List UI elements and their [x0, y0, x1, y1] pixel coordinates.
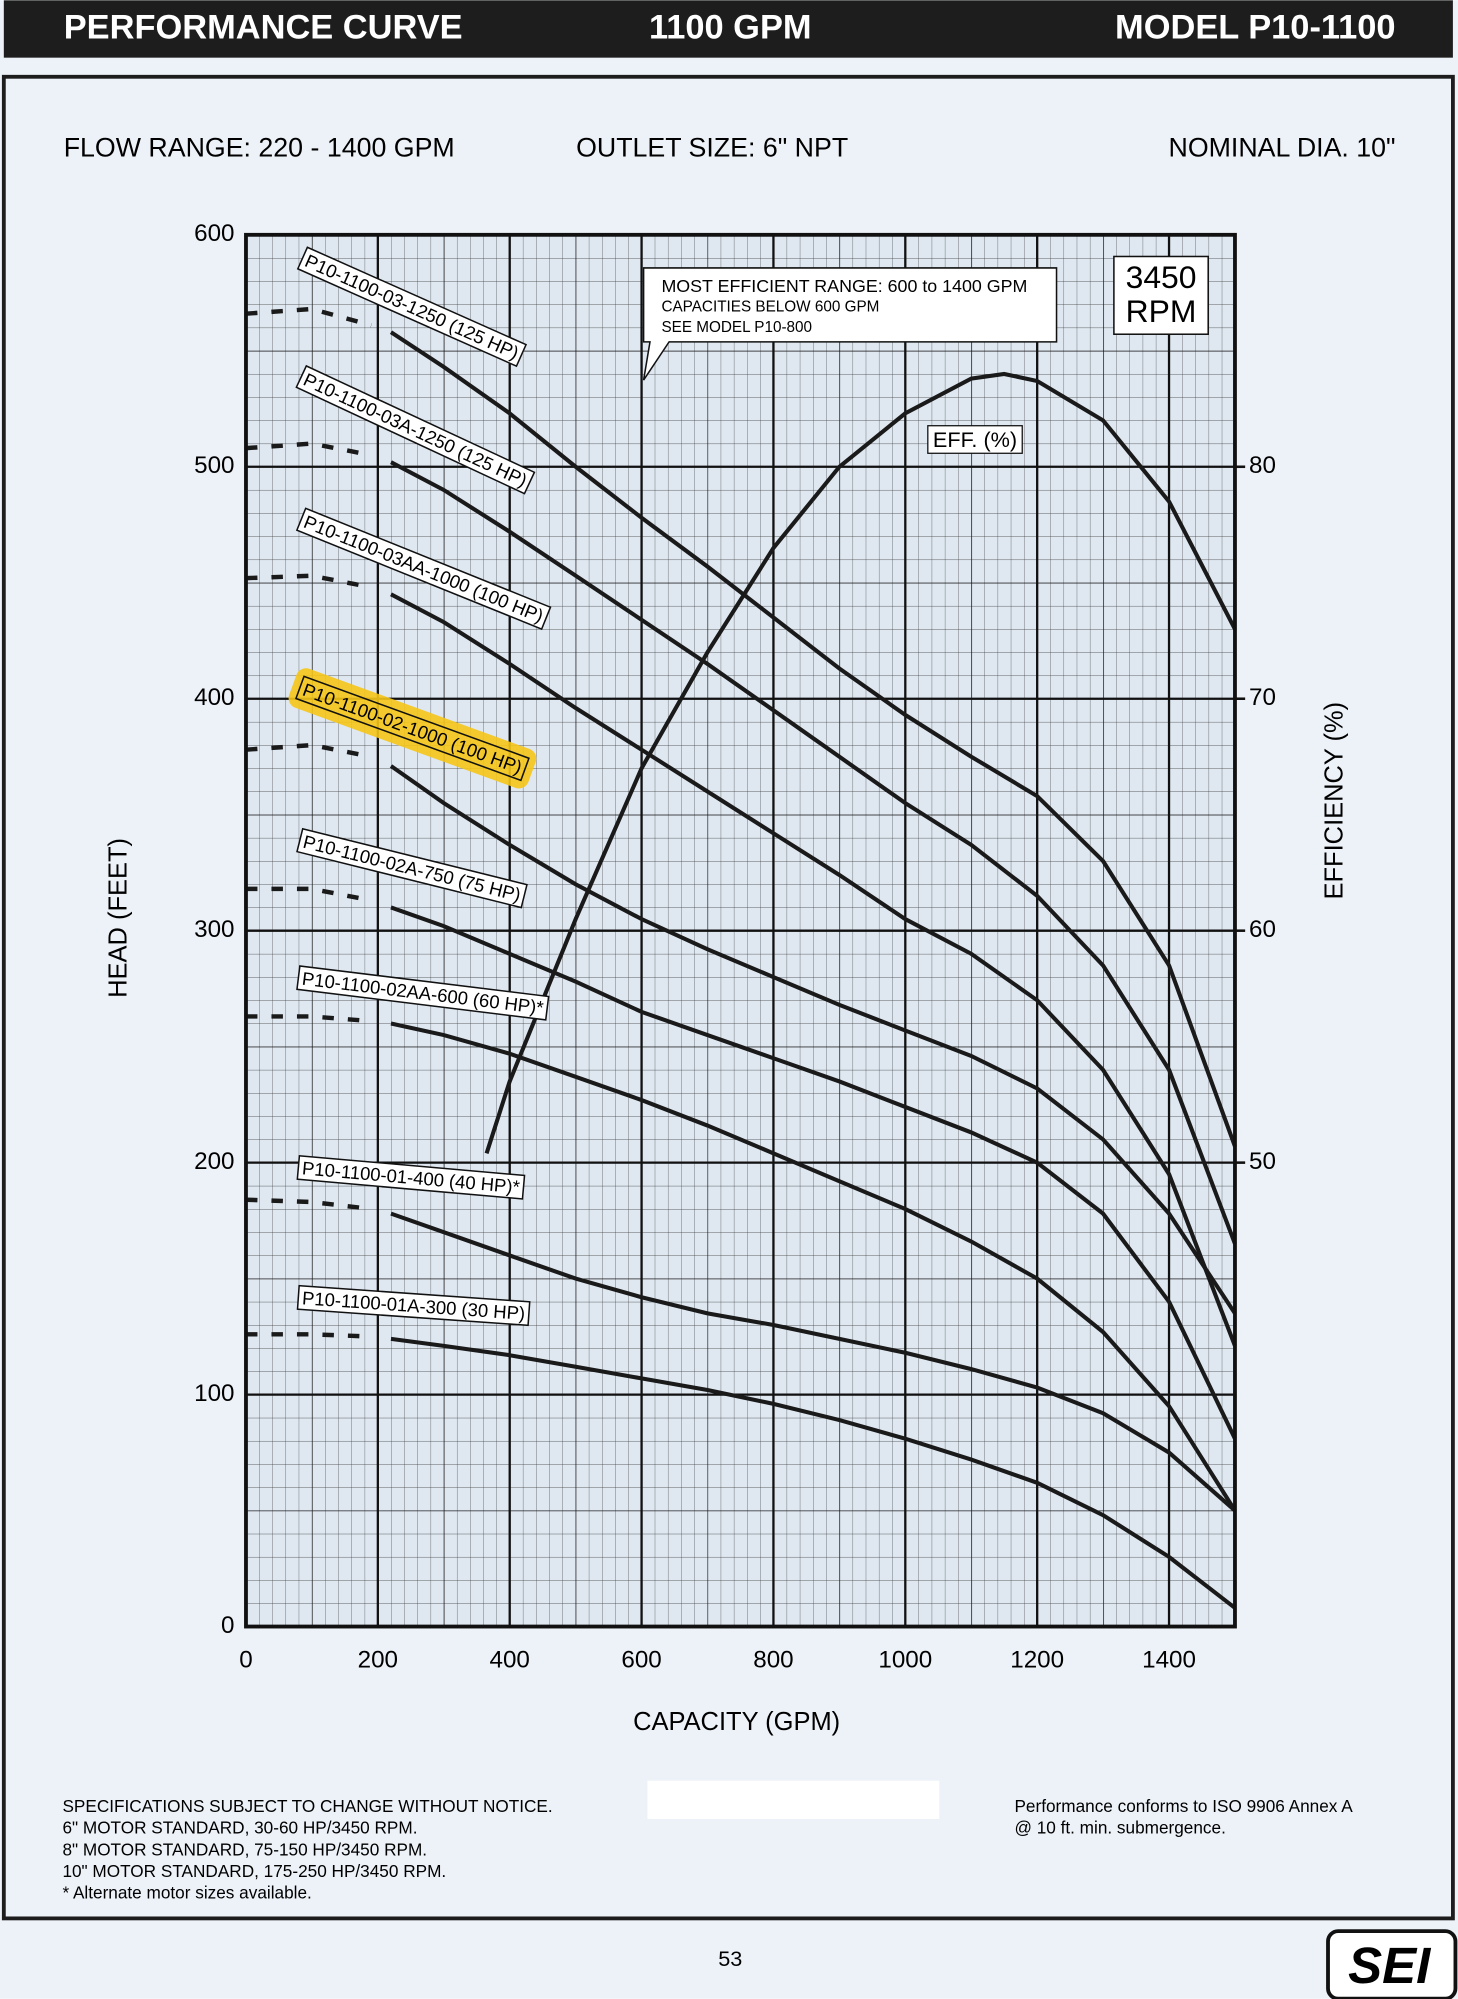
efficiency-label-box [927, 425, 1023, 454]
x-tick-label: 1200 [1010, 1646, 1064, 1673]
iso-note: Performance conforms to ISO 9906 Annex A [1014, 1796, 1353, 1816]
header-title: PERFORMANCE CURVE [64, 9, 463, 47]
head-curve [390, 592, 1237, 1347]
footer-note: 6" MOTOR STANDARD, 30-60 HP/3450 RPM. [62, 1818, 417, 1838]
y-tick-label: 200 [194, 1148, 234, 1175]
footer-note: * Alternate motor sizes available. [62, 1883, 311, 1903]
speed-text: 3450 [1126, 259, 1197, 295]
head-curve [389, 330, 1237, 1148]
curve-label-box [295, 507, 552, 631]
y2-tick-label: 60 [1249, 916, 1276, 943]
y-axis-label: HEAD (FEET) [105, 838, 133, 998]
footer-note: SPECIFICATIONS SUBJECT TO CHANGE WITHOUT… [62, 1796, 552, 1816]
curve-label-box [296, 246, 528, 368]
y-tick-label: 600 [194, 220, 234, 247]
footer: SPECIFICATIONS SUBJECT TO CHANGE WITHOUT… [62, 1796, 1353, 1903]
footer-note: 8" MOTOR STANDARD, 75-150 HP/3450 RPM. [62, 1839, 427, 1859]
head-curve [390, 905, 1237, 1440]
outlet-size: OUTLET SIZE: 6" NPT [576, 132, 848, 162]
head-curve [390, 1211, 1237, 1513]
curve-label-box [296, 1284, 531, 1327]
curve-label-box [296, 1154, 526, 1200]
logo: SEI [1348, 1937, 1432, 1994]
x-axis-label: CAPACITY (GPM) [633, 1708, 840, 1736]
head-curve-shutoff [245, 742, 372, 759]
head-curve [390, 460, 1237, 1245]
plot-border [244, 232, 1237, 1629]
x-tick-label: 600 [621, 1646, 661, 1673]
efficiency-label: EFF. (%) [933, 427, 1017, 452]
speed-box [1113, 255, 1209, 335]
curve-label-box [294, 675, 530, 782]
y-tick-label: 100 [194, 1380, 234, 1407]
nominal-dia: NOMINAL DIA. 10" [1169, 132, 1396, 162]
annotation-box [642, 267, 1058, 381]
x-tick-label: 800 [753, 1646, 793, 1673]
x-tick-label: 200 [358, 1646, 398, 1673]
head-curve-shutoff [245, 441, 372, 458]
page-number: 53 [718, 1946, 742, 1971]
blank-box [647, 1780, 940, 1819]
header-flow: 1100 GPM [649, 9, 812, 47]
annotation-line: MOST EFFICIENT RANGE: 600 to 1400 GPM [661, 276, 1027, 296]
head-curve-shutoff [245, 1197, 372, 1212]
x-tick-label: 1000 [878, 1646, 932, 1673]
x-tick-label: 1400 [1142, 1646, 1196, 1673]
head-curve-shutoff [245, 1332, 372, 1339]
y-tick-label: 300 [194, 916, 234, 943]
frame [1, 74, 1455, 1921]
speed-text: RPM [1126, 293, 1197, 329]
y2-tick-label: 50 [1249, 1148, 1276, 1175]
highlight [288, 668, 537, 789]
curve-label-box [296, 827, 528, 909]
y-tick-label: 500 [194, 452, 234, 479]
curve-label-box [295, 364, 536, 495]
head-curve-shutoff [245, 306, 372, 328]
y2-tick-label: 70 [1249, 684, 1276, 711]
footer-note: 10" MOTOR STANDARD, 175-250 HP/3450 RPM. [62, 1861, 446, 1881]
iso-note: @ 10 ft. min. submergence. [1014, 1818, 1225, 1838]
header-bar [3, 0, 1453, 58]
x-tick-label: 0 [239, 1646, 252, 1673]
y2-axis-label: EFFICIENCY (%) [1320, 702, 1348, 900]
annotation-line: SEE MODEL P10-800 [661, 319, 812, 336]
efficiency-curve [484, 371, 1237, 1154]
curve-label-box [296, 965, 550, 1021]
y-tick-label: 400 [194, 684, 234, 711]
head-curve [390, 1336, 1237, 1610]
y2-tick-label: 80 [1249, 452, 1276, 479]
x-tick-label: 400 [490, 1646, 530, 1673]
head-curve-shutoff [245, 1014, 372, 1024]
head-curve-shutoff [245, 886, 372, 903]
head-curve-shutoff [245, 573, 372, 590]
annotation-line: CAPACITIES BELOW 600 GPM [661, 298, 879, 315]
header-model: MODEL P10-1100 [1115, 9, 1395, 47]
annotation: MOST EFFICIENT RANGE: 600 to 1400 GPM CAP… [642, 267, 1058, 381]
y-tick-label: 0 [221, 1612, 234, 1639]
flow-range: FLOW RANGE: 220 - 1400 GPM [64, 132, 455, 162]
head-curve [389, 764, 1237, 1315]
